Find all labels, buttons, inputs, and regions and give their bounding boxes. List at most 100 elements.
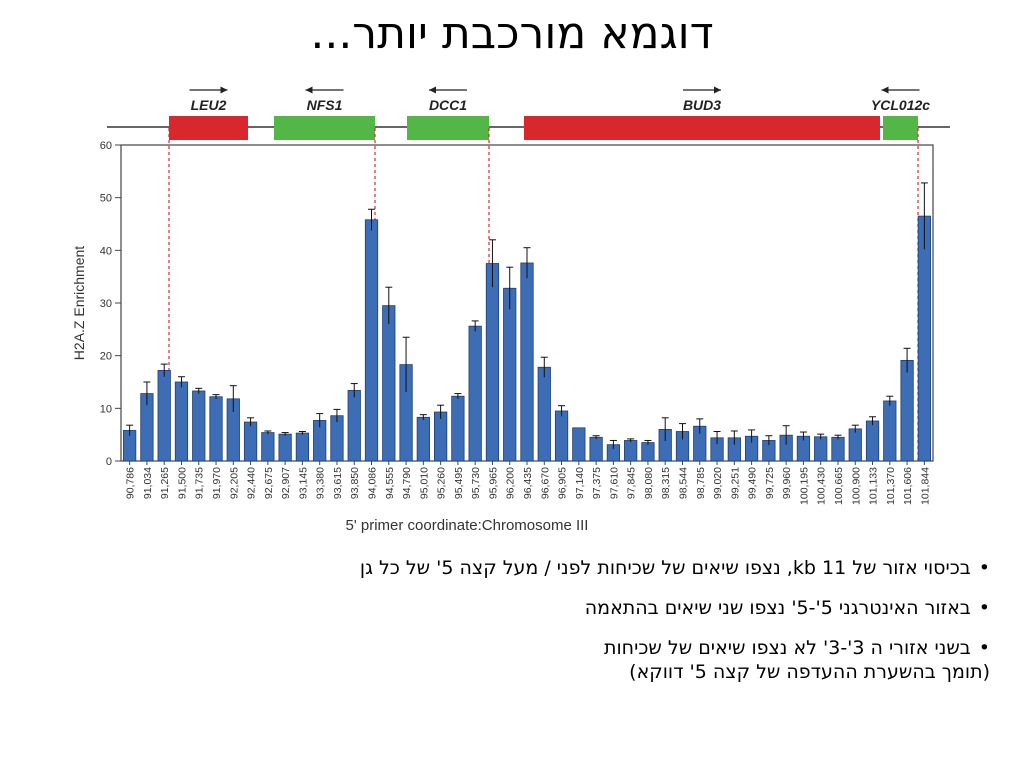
bar-93,615: [330, 415, 344, 462]
x-tick-label-95,495: 95,495: [453, 467, 465, 499]
bar-95,965: [485, 263, 500, 462]
x-tick-label-93,615: 93,615: [332, 467, 344, 499]
x-tick-label-92,440: 92,440: [246, 467, 258, 499]
bar-100,665: [831, 436, 845, 462]
bar-94,555: [382, 305, 396, 462]
bar-92,675: [261, 432, 275, 462]
y-tick-label: 10: [100, 403, 112, 415]
bar-91,500: [174, 381, 189, 462]
x-tick-label-93,145: 93,145: [297, 467, 309, 499]
bar-100,900: [848, 428, 862, 462]
x-tick-label-94,555: 94,555: [384, 467, 396, 499]
x-tick-label-94,790: 94,790: [401, 467, 413, 499]
bar-101,133: [865, 420, 880, 462]
x-tick-label-92,675: 92,675: [263, 467, 275, 499]
x-tick-label-91,500: 91,500: [176, 467, 188, 499]
x-tick-label-95,260: 95,260: [436, 467, 448, 499]
bullet-2-text: באזור האינטרגני 5'-5' נצפו שני שיאים בהת…: [584, 597, 971, 619]
x-tick-label-99,490: 99,490: [747, 467, 759, 499]
gene-bud3-label: BUD3: [683, 97, 721, 113]
x-tick-label-100,900: 100,900: [850, 467, 862, 505]
x-tick-label-96,435: 96,435: [522, 467, 534, 499]
bar-95,730: [468, 325, 482, 462]
bar-95,495: [451, 395, 465, 462]
bullet-3-text: בשני אזורי ה 3'-3' לא נצפו שיאים של שכיח…: [604, 637, 971, 659]
gene-dcc1-label: DCC1: [429, 97, 467, 113]
x-tick-label-99,960: 99,960: [781, 467, 793, 499]
y-tick-label: 50: [100, 193, 112, 205]
bullet-3-subtext: (תומך בהשערת ההעדפה של קצה 5' דווקא): [629, 661, 990, 683]
x-tick-label-99,020: 99,020: [712, 467, 724, 499]
gene-dcc1-arrowhead: [429, 86, 436, 94]
bullet-1: • בכיסוי אזור של 11 kb, נצפו שיאים של שכי…: [90, 556, 990, 580]
bar-97,845: [624, 440, 638, 462]
x-tick-label-98,080: 98,080: [643, 467, 655, 499]
bar-101,370: [883, 400, 897, 462]
h2az-enrichment-chart: LEU2 NFS1 DCC1 BUD3 YCL012c 0 10 20 30 40 50 60 H2A…: [71, 86, 950, 534]
x-tick-label-98,544: 98,544: [677, 467, 689, 499]
y-tick-label: 60: [100, 140, 112, 152]
x-tick-label-90,786: 90,786: [125, 467, 137, 499]
x-tick-label-92,907: 92,907: [280, 467, 292, 499]
x-tick-label-93,850: 93,850: [349, 467, 361, 499]
bullet-list: • בכיסוי אזור של 11 kb, נצפו שיאים של שכי…: [90, 556, 990, 700]
x-tick-label-91,735: 91,735: [194, 467, 206, 499]
x-tick-label-96,905: 96,905: [557, 467, 569, 499]
x-tick-label-100,195: 100,195: [798, 467, 810, 505]
bar-100,430: [814, 436, 828, 462]
bar-96,435: [520, 262, 534, 462]
x-tick-label-100,430: 100,430: [816, 467, 828, 505]
bar-91,970: [209, 396, 223, 462]
x-tick-label-91,970: 91,970: [211, 467, 223, 499]
bar-96,905: [554, 410, 569, 462]
x-tick-label-97,375: 97,375: [591, 467, 603, 499]
bar-94,086: [364, 219, 379, 462]
x-tick-label-91,265: 91,265: [159, 467, 171, 499]
bar-91,265: [157, 370, 171, 462]
gene-leu2-label: LEU2: [191, 97, 227, 113]
gene-nfs1-arrowhead: [305, 86, 313, 94]
gene-ycl012c-block: [883, 116, 918, 140]
y-tick-label: 20: [100, 351, 112, 363]
x-tick-label-92,205: 92,205: [228, 467, 240, 499]
bullet-1-text: בכיסוי אזור של 11 kb, נצפו שיאים של שכיח…: [359, 557, 971, 579]
x-tick-label-96,200: 96,200: [505, 467, 517, 499]
plot-area: 0 10 20 30 40 50 60 H2A.Z Enrichment 90,786 91,03…: [71, 128, 934, 534]
x-tick-label-97,140: 97,140: [574, 467, 586, 499]
x-tick-label-101,606: 101,606: [902, 467, 914, 505]
bar-91,735: [192, 390, 206, 462]
bar-96,200: [503, 287, 517, 462]
x-tick-label-101,370: 101,370: [885, 467, 897, 505]
x-tick-label-101,133: 101,133: [868, 467, 880, 505]
x-tick-label-99,725: 99,725: [764, 467, 776, 499]
gene-nfs1-block: [274, 116, 375, 140]
x-axis-label: 5' primer coordinate:Chromosome III: [346, 517, 589, 534]
bar-96,670: [537, 366, 551, 462]
x-tick-label-95,010: 95,010: [418, 467, 430, 499]
bullet-3: • בשני אזורי ה 3'-3' לא נצפו שיאים של שכי…: [90, 636, 990, 684]
gene-bud3-block: [524, 116, 880, 140]
x-tick-label-95,730: 95,730: [470, 467, 482, 499]
gene-nfs1-label: NFS1: [307, 97, 343, 113]
bullet-marker: •: [978, 557, 990, 579]
bar-97,375: [589, 436, 603, 462]
x-tick-label-94,086: 94,086: [367, 467, 379, 499]
x-tick-label-97,845: 97,845: [626, 467, 638, 499]
gene-leu2-arrowhead: [220, 86, 228, 94]
gene-bud3-arrowhead: [714, 86, 721, 94]
x-tick-label-100,665: 100,665: [833, 467, 845, 505]
gene-track: LEU2 NFS1 DCC1 BUD3 YCL012c: [107, 86, 950, 140]
bar-95,260: [433, 411, 448, 462]
slide-title: דוגמא מורכבת יותר...: [310, 8, 714, 59]
y-tick-label: 40: [100, 245, 112, 257]
x-tick-label-98,785: 98,785: [695, 467, 707, 499]
gene-leu2-block: [169, 116, 248, 140]
bar-101,844: [917, 215, 931, 462]
bar-98,080: [641, 442, 655, 462]
x-tick-label-96,670: 96,670: [539, 467, 551, 499]
bar-93,145: [295, 432, 310, 462]
gene-ycl012c-label: YCL012c: [871, 97, 930, 113]
x-tick-label-98,315: 98,315: [660, 467, 672, 499]
x-tick-label-95,965: 95,965: [487, 467, 499, 499]
x-tick-label-93,380: 93,380: [315, 467, 327, 499]
